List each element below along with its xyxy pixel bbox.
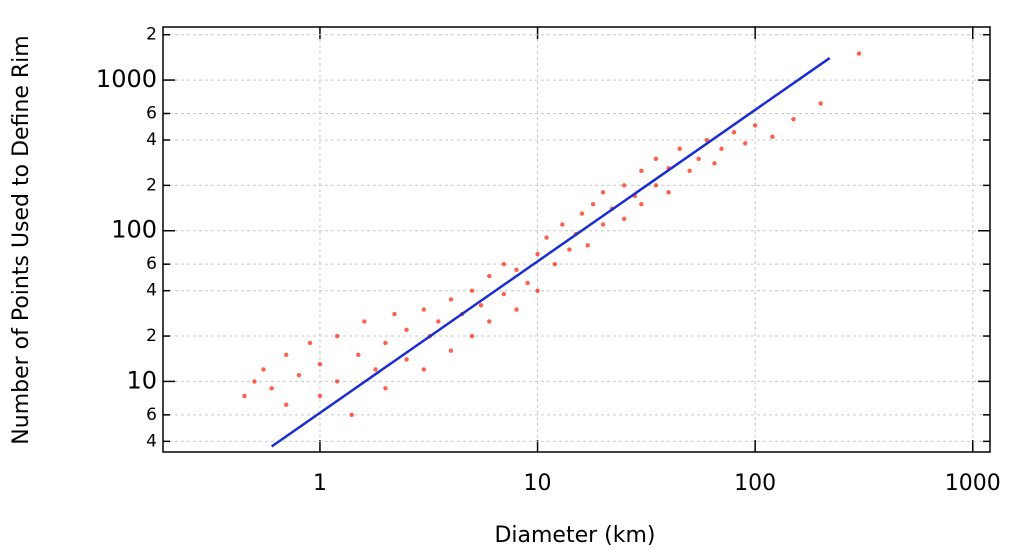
data-point — [421, 367, 426, 372]
data-point — [560, 222, 565, 227]
data-point — [448, 348, 454, 353]
data-point — [252, 379, 257, 384]
data-point — [535, 251, 540, 257]
data-point — [712, 161, 717, 166]
data-point — [362, 319, 367, 324]
data-point — [567, 247, 572, 252]
data-point — [487, 273, 492, 279]
data-point — [579, 211, 585, 216]
data-point — [404, 327, 409, 333]
y-tick-label: 6 — [146, 103, 157, 123]
data-point — [677, 146, 682, 151]
y-tick-label: 4 — [146, 431, 157, 451]
y-tick-label: 10 — [126, 366, 157, 394]
data-point — [514, 267, 519, 273]
data-point — [242, 393, 247, 399]
data-point — [621, 183, 627, 188]
data-point — [731, 130, 737, 135]
data-point — [383, 386, 388, 391]
y-tick-label: 100 — [111, 216, 157, 244]
data-point — [469, 288, 475, 293]
data-point — [307, 340, 313, 346]
data-point — [818, 101, 823, 106]
x-tick-label: 10 — [524, 471, 552, 496]
y-tick-label: 6 — [146, 405, 157, 425]
data-point — [743, 141, 748, 146]
data-point — [284, 352, 289, 358]
data-point — [696, 156, 701, 162]
data-point — [600, 222, 606, 227]
data-point — [334, 379, 340, 384]
data-point — [752, 123, 758, 128]
data-point — [856, 51, 862, 56]
data-point — [590, 202, 596, 207]
x-tick-label: 1 — [313, 471, 327, 496]
data-point — [349, 412, 354, 418]
data-point — [334, 333, 340, 339]
data-point — [621, 216, 627, 222]
data-point — [770, 134, 775, 140]
data-point — [356, 352, 361, 358]
data-point — [269, 386, 274, 391]
data-point — [373, 367, 378, 372]
data-point — [653, 183, 659, 188]
data-point — [487, 319, 492, 324]
data-point — [261, 367, 266, 372]
y-tick-label: 4 — [146, 281, 157, 301]
data-point — [791, 116, 796, 122]
data-point — [544, 235, 549, 240]
data-point — [501, 291, 507, 297]
data-point — [501, 261, 507, 267]
data-point — [525, 280, 530, 286]
fit-line — [270, 57, 831, 448]
data-point — [284, 402, 289, 407]
plot-frame — [162, 26, 991, 453]
data-point — [404, 357, 409, 362]
data-point — [448, 297, 454, 302]
data-point — [600, 190, 606, 195]
data-point — [653, 156, 659, 162]
x-axis-label: Diameter (km) — [494, 523, 655, 548]
y-tick-label: 6 — [146, 254, 157, 274]
y-tick-label: 1000 — [96, 65, 157, 93]
data-point — [704, 137, 710, 143]
data-point — [639, 168, 644, 173]
data-point — [552, 261, 557, 267]
y-tick-label: 2 — [146, 175, 157, 195]
data-point — [469, 333, 475, 339]
y-axis-label: Number of Points Used to Define Rim — [9, 35, 34, 444]
data-point — [666, 190, 671, 195]
data-point — [436, 319, 441, 324]
y-tick-label: 4 — [146, 130, 157, 150]
y-tick-label: 2 — [146, 25, 157, 45]
data-point — [639, 202, 644, 207]
data-point — [296, 372, 302, 378]
data-point — [392, 311, 397, 317]
data-point — [535, 288, 540, 293]
data-point — [585, 243, 590, 248]
data-point — [383, 340, 388, 346]
data-point — [317, 362, 323, 367]
x-tick-label: 100 — [734, 471, 776, 496]
data-point — [421, 307, 426, 312]
data-point — [719, 146, 724, 151]
data-point — [317, 393, 323, 399]
y-tick-label: 2 — [146, 326, 157, 346]
data-point — [687, 168, 692, 173]
data-point — [478, 303, 484, 308]
data-point — [514, 307, 519, 312]
x-tick-label: 1000 — [945, 471, 1001, 496]
